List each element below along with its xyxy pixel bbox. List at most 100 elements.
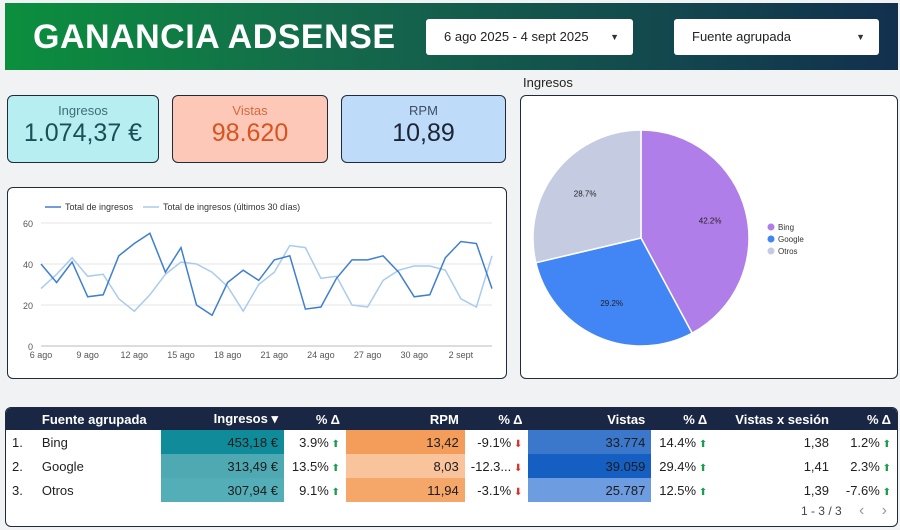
- page-title: GANANCIA ADSENSE: [33, 18, 396, 56]
- cell-vps-delta-text: -7.6%: [845, 482, 880, 498]
- cell-vistas: 25.787: [528, 478, 652, 502]
- arrow-up-icon: ⬆: [879, 438, 891, 450]
- next-page-icon[interactable]: ›: [881, 502, 887, 519]
- cell-vistas-text: 33.774: [605, 434, 646, 450]
- cell-ingresos-text: 313,49 €: [227, 458, 278, 474]
- arrow-up-icon: ⬆: [696, 462, 708, 474]
- cell-rpm-delta: -3.1% ⬇: [465, 478, 529, 502]
- arrow-down-icon: ⬇: [511, 486, 523, 498]
- pagination: 1 - 3 / 3 ‹ ›: [801, 502, 887, 520]
- cell-vps-delta: 2.3% ⬆: [835, 454, 897, 478]
- caret-down-icon: ▼: [856, 32, 865, 42]
- cell-vps-delta-text: 1.2%: [850, 434, 880, 450]
- row-index-text: 2.: [12, 458, 23, 474]
- col-header-ingresos-delta[interactable]: % Δ: [315, 411, 340, 427]
- series-line-ultimos-30-dias: [40, 244, 493, 313]
- cell-rpm-text: 13,42: [426, 434, 459, 450]
- cell-source-text: Bing: [41, 434, 68, 450]
- series-line-total-ingresos: [40, 232, 493, 317]
- arrow-up-icon: ⬆: [328, 462, 340, 474]
- pie-slice-google: [534, 237, 694, 347]
- data-table: Fuente agrupada Ingresos ▾ % Δ RPM % Δ V…: [6, 408, 897, 502]
- cell-ingresos: 453,18 €: [160, 430, 284, 454]
- y-tick-label: 20: [23, 301, 33, 311]
- row-index: 1.: [6, 430, 36, 454]
- cell-rpm-delta: -12.3... ⬇: [465, 454, 529, 478]
- cell-source: Otros: [36, 478, 161, 502]
- kpi-label: Vistas: [232, 103, 268, 118]
- row-index: 3.: [6, 478, 36, 502]
- col-header-vistas-sesion[interactable]: Vistas x sesión: [735, 411, 829, 427]
- cell-ingresos: 307,94 €: [160, 478, 284, 502]
- cell-rpm-text: 11,94: [427, 482, 459, 498]
- col-header-fuente[interactable]: Fuente agrupada: [41, 411, 147, 427]
- cell-vps-delta: -7.6% ⬆: [835, 478, 897, 502]
- row-index: 2.: [6, 454, 36, 478]
- table-row[interactable]: 1. Bing 453,18 € 3.9% ⬆ 13,42 -9.1% ⬇ 33.774 14…: [6, 430, 897, 454]
- col-header-vistas-delta[interactable]: % Δ: [683, 411, 708, 427]
- kpi-value: 1.074,37 €: [23, 119, 143, 147]
- cell-vistas-text: 39.059: [605, 458, 646, 474]
- date-range-selector[interactable]: 6 ago 2025 - 4 sept 2025 ▼: [426, 19, 633, 55]
- cell-rpm-delta-text: -3.1%: [477, 482, 512, 498]
- x-tick-label: 27 ago: [354, 350, 382, 360]
- row-index-text: 3.: [12, 482, 23, 498]
- cell-rpm: 13,42: [345, 430, 465, 454]
- table-header-row: Fuente agrupada Ingresos ▾ % Δ RPM % Δ V…: [6, 408, 897, 430]
- data-table-card: Fuente agrupada Ingresos ▾ % Δ RPM % Δ V…: [5, 407, 898, 527]
- cell-ingresos-text: 453,18 €: [227, 434, 278, 450]
- row-index-text: 1.: [12, 434, 23, 450]
- col-header-rpm[interactable]: RPM: [429, 411, 459, 427]
- cell-source-text: Otros: [41, 482, 74, 498]
- arrow-up-icon: ⬆: [879, 486, 891, 498]
- cell-ingresos-delta: 3.9% ⬆: [284, 430, 346, 454]
- pie-chart: 42.2% 29.2% 28.7% Bing Google Otros: [532, 129, 804, 347]
- cell-vistas-sesion: 1,41: [713, 454, 835, 478]
- x-tick-label: 18 ago: [214, 350, 242, 360]
- cell-rpm-delta: -9.1% ⬇: [465, 430, 529, 454]
- cell-vistas-delta-text: 29.4%: [659, 458, 697, 474]
- cell-vistas-delta-text: 12.5%: [659, 482, 697, 498]
- col-header-ingresos[interactable]: Ingresos ▾: [213, 411, 278, 426]
- cell-vistas: 33.774: [528, 430, 652, 454]
- pie-data-label: 29.2%: [600, 299, 623, 308]
- cell-vistas-sesion-text: 1,38: [803, 434, 829, 450]
- col-header-rpm-delta[interactable]: % Δ: [498, 411, 523, 427]
- cell-ingresos-delta-text: 13.5%: [291, 458, 329, 474]
- source-filter-value: Fuente agrupada: [692, 29, 792, 44]
- cell-ingresos: 313,49 €: [160, 454, 284, 478]
- x-tick-label: 24 ago: [307, 350, 335, 360]
- source-filter-dropdown[interactable]: Fuente agrupada ▼: [674, 19, 879, 55]
- y-tick-label: 60: [23, 219, 33, 229]
- cell-vistas-delta-text: 14.4%: [659, 434, 697, 450]
- cell-source: Bing: [36, 430, 161, 454]
- kpi-rpm: RPM 10,89: [341, 95, 506, 163]
- cell-vistas-sesion: 1,38: [713, 430, 835, 454]
- legend-swatch: [767, 235, 775, 243]
- cell-rpm-delta-text: -9.1%: [477, 434, 512, 450]
- arrow-up-icon: ⬆: [328, 438, 340, 450]
- cell-vistas-text: 25.787: [605, 482, 646, 498]
- arrow-down-icon: ⬇: [511, 462, 523, 474]
- x-tick-label: 15 ago: [167, 350, 195, 360]
- col-header-vistas[interactable]: Vistas: [607, 411, 646, 427]
- col-header-vps-delta[interactable]: % Δ: [866, 411, 891, 427]
- cell-rpm-delta-text: -12.3...: [470, 458, 512, 474]
- cell-vistas-delta: 14.4% ⬆: [651, 430, 713, 454]
- arrow-up-icon: ⬆: [879, 462, 891, 474]
- x-tick-label: 12 ago: [121, 350, 149, 360]
- prev-page-icon[interactable]: ‹: [859, 502, 865, 519]
- arrow-down-icon: ⬇: [511, 438, 523, 450]
- dashboard-header: GANANCIA ADSENSE 6 ago 2025 - 4 sept 202…: [5, 3, 898, 70]
- kpi-vistas: Vistas 98.620: [172, 95, 328, 163]
- x-tick-label: 30 ago: [400, 350, 428, 360]
- pie-chart-title: Ingresos: [523, 75, 573, 90]
- table-row[interactable]: 3. Otros 307,94 € 9.1% ⬆ 11,94 -3.1% ⬇ 25.787 1…: [6, 478, 897, 502]
- legend-swatch: [767, 223, 775, 231]
- pie-data-label: 42.2%: [699, 217, 722, 226]
- kpi-value: 10,89: [392, 119, 455, 147]
- table-row[interactable]: 2. Google 313,49 € 13.5% ⬆ 8,03 -12.3... ⬇ 39.…: [6, 454, 897, 478]
- pie-slice-otros: [532, 129, 642, 264]
- legend-label: Total de ingresos: [65, 202, 134, 212]
- caret-down-icon: ▼: [610, 32, 619, 42]
